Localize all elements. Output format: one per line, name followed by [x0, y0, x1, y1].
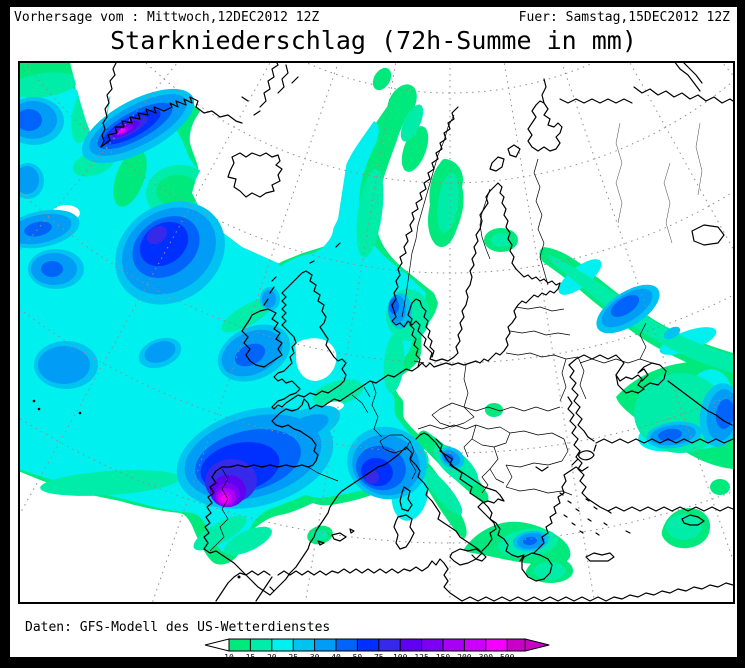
legend-segment [293, 639, 315, 651]
color-scale-legend: 10 15 20 25 30 40 50 75 100 125 150 200 300 500 [204, 638, 550, 662]
legend-segment [421, 639, 443, 651]
legend-overflow-arrow [524, 638, 550, 652]
legend-segment [229, 639, 251, 651]
legend-tick-label: 125 [414, 653, 429, 662]
small-islands [32, 399, 241, 579]
legend-tick-label: 200 [457, 653, 472, 662]
map-panel [18, 61, 735, 604]
legend-tick-label: 25 [288, 653, 298, 662]
init-time-label: Vorhersage vom : Mittwoch,12DEC2012 12Z [14, 10, 320, 25]
legend-segment [378, 639, 401, 651]
chart-title: Starkniederschlag (72h-Summe in mm) [110, 26, 637, 55]
legend-segment [250, 639, 272, 651]
legend-tick-label: 20 [267, 653, 277, 662]
country-borders [209, 114, 653, 552]
legend-segment [314, 639, 336, 651]
legend-segment [443, 639, 465, 651]
legend-segment [271, 639, 294, 651]
legend-tick-label: 100 [393, 653, 408, 662]
rivers [615, 122, 703, 244]
data-source-label: Daten: GFS-Modell des US-Wetterdienstes [25, 620, 331, 635]
coastlines [100, 63, 733, 602]
precipitation-field [20, 63, 733, 583]
legend-tick-label: 75 [374, 653, 384, 662]
map-canvas [20, 63, 733, 602]
legend-tick-label: 40 [331, 653, 341, 662]
legend-segment [485, 639, 508, 651]
valid-time-label: Fuer: Samstag,15DEC2012 12Z [518, 10, 730, 25]
legend-segment [400, 639, 422, 651]
legend-underflow-arrow [204, 638, 230, 652]
legend-tick-label: 50 [353, 653, 363, 662]
chart-page: Vorhersage vom : Mittwoch,12DEC2012 12Z … [10, 7, 737, 662]
legend-tick-label: 30 [310, 653, 320, 662]
legend-segment [336, 639, 358, 651]
legend-overflow-bar [507, 639, 526, 651]
graticule-grid [20, 63, 733, 602]
legend-tick-label: 15 [246, 653, 256, 662]
legend-segment [357, 639, 379, 651]
legend-tick-label: 10 [224, 653, 234, 662]
legend-tick-label: 500 [500, 653, 515, 662]
legend-segment [464, 639, 486, 651]
legend-tick-label: 150 [436, 653, 451, 662]
legend-tick-label: 300 [479, 653, 494, 662]
